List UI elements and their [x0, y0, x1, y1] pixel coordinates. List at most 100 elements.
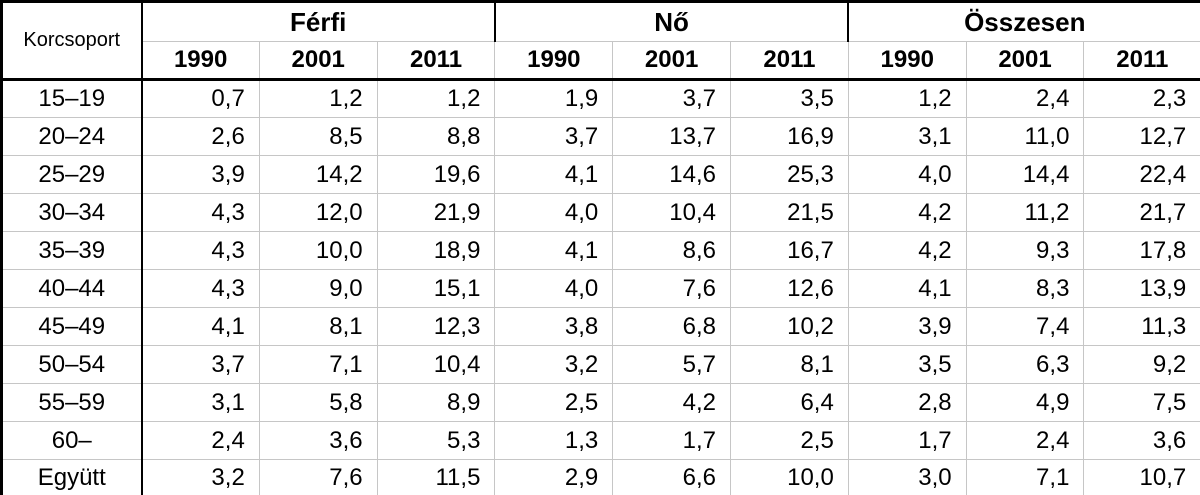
- value-cell: 10,4: [376, 345, 496, 384]
- value-cell: 1,2: [847, 79, 967, 118]
- table-header: Korcsoport Férfi Nő Összesen 1990 2001 2011 1…: [1, 1, 1200, 81]
- age-group-label: 55–59: [1, 383, 143, 422]
- value-cell: 2,5: [730, 421, 849, 460]
- value-cell: 21,9: [376, 193, 496, 232]
- age-group-label: Együtt: [1, 459, 143, 495]
- value-cell: 6,3: [965, 345, 1085, 384]
- value-cell: 6,4: [730, 383, 849, 422]
- value-cell: 9,0: [258, 269, 378, 308]
- value-cell: 4,2: [847, 231, 967, 270]
- value-cell: 9,2: [1083, 345, 1200, 384]
- value-cell: 8,9: [376, 383, 496, 422]
- corner-header-korcsoport: Korcsoport: [1, 1, 143, 81]
- table-row: 30–34 4,3 12,0 21,9 4,0 10,4 21,5 4,2 11,2 21,7: [1, 193, 1200, 232]
- value-cell: 3,6: [1083, 421, 1200, 460]
- value-cell: 14,4: [965, 155, 1085, 194]
- value-cell: 7,4: [965, 307, 1085, 346]
- value-cell: 4,1: [494, 231, 614, 270]
- table-row: 25–29 3,9 14,2 19,6 4,1 14,6 25,3 4,0 14,4 22,4: [1, 155, 1200, 194]
- value-cell: 5,8: [258, 383, 378, 422]
- age-group-label: 45–49: [1, 307, 143, 346]
- value-cell: 1,2: [258, 79, 378, 118]
- year-header: 1990: [494, 41, 614, 81]
- value-cell: 1,2: [376, 79, 496, 118]
- value-cell: 10,7: [1083, 459, 1200, 495]
- value-cell: 8,8: [376, 117, 496, 156]
- value-cell: 12,7: [1083, 117, 1200, 156]
- group-header-2: Nő: [493, 1, 850, 42]
- table-row: 40–44 4,3 9,0 15,1 4,0 7,6 12,6 4,1 8,3 13,9: [1, 269, 1200, 308]
- value-cell: 14,2: [258, 155, 378, 194]
- table-row: 60– 2,4 3,6 5,3 1,3 1,7 2,5 1,7 2,4 3,6: [1, 421, 1200, 460]
- value-cell: 21,5: [730, 193, 849, 232]
- value-cell: 10,4: [612, 193, 732, 232]
- value-cell: 4,2: [612, 383, 732, 422]
- group-header-row: Korcsoport Férfi Nő Összesen: [1, 1, 1200, 81]
- value-cell: 6,6: [612, 459, 732, 495]
- value-cell: 14,6: [612, 155, 732, 194]
- age-group-label: 30–34: [1, 193, 143, 232]
- value-cell: 2,3: [1083, 79, 1200, 118]
- value-cell: 4,1: [141, 307, 260, 346]
- age-group-label: 50–54: [1, 345, 143, 384]
- value-cell: 11,2: [965, 193, 1085, 232]
- value-cell: 8,6: [612, 231, 732, 270]
- table-body: 15–19 0,7 1,2 1,2 1,9 3,7 3,5 1,2 2,4 2,3 20–24 2,6…: [1, 79, 1200, 495]
- value-cell: 1,7: [612, 421, 732, 460]
- value-cell: 7,6: [612, 269, 732, 308]
- value-cell: 2,5: [494, 383, 614, 422]
- value-cell: 10,0: [258, 231, 378, 270]
- value-cell: 8,1: [730, 345, 849, 384]
- year-header: 2011: [730, 41, 849, 81]
- value-cell: 4,0: [494, 193, 614, 232]
- age-group-label: 25–29: [1, 155, 143, 194]
- value-cell: 11,0: [965, 117, 1085, 156]
- value-cell: 2,6: [141, 117, 260, 156]
- value-cell: 11,5: [376, 459, 496, 495]
- value-cell: 3,2: [494, 345, 614, 384]
- value-cell: 6,8: [612, 307, 732, 346]
- value-cell: 4,0: [847, 155, 967, 194]
- value-cell: 1,7: [847, 421, 967, 460]
- value-cell: 11,3: [1083, 307, 1200, 346]
- value-cell: 4,2: [847, 193, 967, 232]
- value-cell: 3,7: [494, 117, 614, 156]
- table-row: 55–59 3,1 5,8 8,9 2,5 4,2 6,4 2,8 4,9 7,5: [1, 383, 1200, 422]
- value-cell: 5,7: [612, 345, 732, 384]
- year-header: 1990: [847, 41, 967, 81]
- value-cell: 3,7: [612, 79, 732, 118]
- value-cell: 4,1: [847, 269, 967, 308]
- value-cell: 2,9: [494, 459, 614, 495]
- year-header: 1990: [141, 41, 260, 81]
- value-cell: 17,8: [1083, 231, 1200, 270]
- value-cell: 7,1: [965, 459, 1085, 495]
- value-cell: 16,9: [730, 117, 849, 156]
- value-cell: 12,6: [730, 269, 849, 308]
- value-cell: 8,3: [965, 269, 1085, 308]
- value-cell: 10,2: [730, 307, 849, 346]
- group-header-3: Összesen: [847, 1, 1200, 42]
- value-cell: 4,0: [494, 269, 614, 308]
- value-cell: 13,9: [1083, 269, 1200, 308]
- year-header-row: 1990 2001 2011 1990 2001 2011 1990 2001 2011: [2, 41, 1200, 81]
- value-cell: 3,1: [847, 117, 967, 156]
- value-cell: 2,8: [847, 383, 967, 422]
- value-cell: 3,5: [847, 345, 967, 384]
- year-header: 2011: [376, 41, 496, 81]
- value-cell: 21,7: [1083, 193, 1200, 232]
- value-cell: 7,6: [258, 459, 378, 495]
- age-group-label: 35–39: [1, 231, 143, 270]
- value-cell: 3,0: [847, 459, 967, 495]
- value-cell: 3,2: [141, 459, 260, 495]
- table-row: 50–54 3,7 7,1 10,4 3,2 5,7 8,1 3,5 6,3 9,2: [1, 345, 1200, 384]
- value-cell: 5,3: [376, 421, 496, 460]
- value-cell: 2,4: [965, 421, 1085, 460]
- value-cell: 15,1: [376, 269, 496, 308]
- value-cell: 22,4: [1083, 155, 1200, 194]
- value-cell: 1,9: [494, 79, 614, 118]
- value-cell: 3,5: [730, 79, 849, 118]
- age-group-label: 40–44: [1, 269, 143, 308]
- age-group-label: 60–: [1, 421, 143, 460]
